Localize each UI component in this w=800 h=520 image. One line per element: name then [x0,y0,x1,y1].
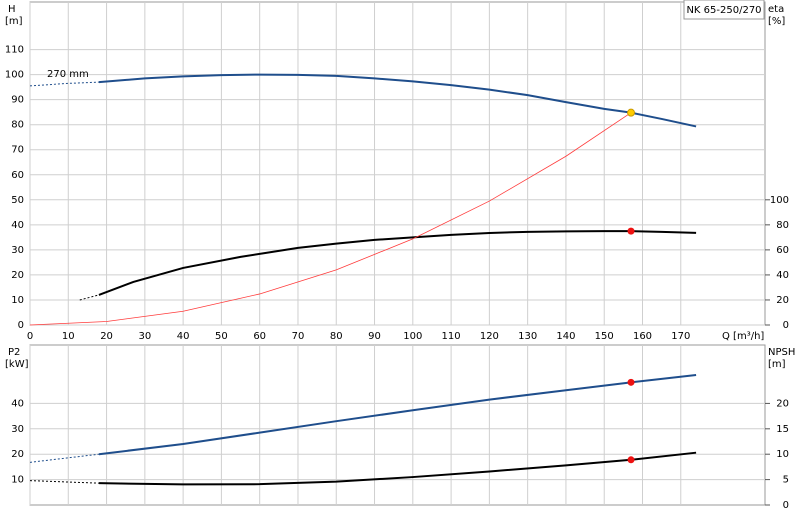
y-tick-label: 40 [11,220,24,231]
y-tick-label: 10 [11,475,24,486]
y-tick-label: 30 [11,424,24,435]
x-tick-label: 150 [595,331,614,342]
series-line [79,294,100,301]
y2-axis-label: eta [768,4,784,15]
y-tick-label: 50 [11,195,24,206]
y-tick-label: 20 [11,449,24,460]
y-tick-label: 10 [11,295,24,306]
x-tick-label: 30 [138,331,151,342]
y2-tick-label: 0 [783,320,789,331]
title-box [683,0,765,20]
series-line [29,480,99,484]
y-tick-label: 20 [11,270,24,281]
y-axis-label: H [8,4,16,15]
series-line [29,112,632,326]
x-tick-label: 40 [177,331,190,342]
y-tick-label: 40 [11,398,24,409]
x-tick-label: 90 [368,331,381,342]
y2-tick-label: 10 [776,449,789,460]
y-tick-label: 90 [11,95,24,106]
series-line [98,73,697,128]
y2-axis-unit: [m] [768,359,786,370]
series-line [98,230,697,296]
y-axis-unit: [m] [5,16,23,27]
x-tick-label: 80 [330,331,343,342]
y-tick-label: 0 [18,320,24,331]
x-tick-label: 120 [480,331,499,342]
duty-point [627,378,635,386]
plot-area [29,344,766,506]
y2-tick-label: 0 [783,500,789,511]
y-tick-label: 30 [11,245,24,256]
y-axis-label: P2 [8,347,20,358]
y2-tick-label: 80 [776,220,789,231]
x-axis-label: Q [m³/h] [722,331,764,342]
y-tick-label: 110 [5,45,24,56]
y2-tick-label: 20 [776,295,789,306]
y-tick-label: 80 [11,120,24,131]
x-tick-label: 100 [403,331,422,342]
y2-tick-label: 20 [776,398,789,409]
y-tick-label: 60 [11,170,24,181]
duty-point [627,456,635,464]
y2-axis-label: NPSH [768,347,795,358]
x-tick-label: 70 [292,331,305,342]
y-axis-unit: [kW] [5,359,29,370]
x-tick-label: 140 [556,331,575,342]
y2-tick-label: 40 [776,270,789,281]
y2-axis-unit: [%] [768,16,785,27]
y2-tick-label: 100 [770,195,789,206]
y2-tick-label: 15 [776,424,789,435]
x-tick-label: 130 [518,331,537,342]
y-tick-label: 100 [5,70,24,81]
series-line [29,453,99,463]
x-tick-label: 50 [215,331,228,342]
chart-title: NK 65-250/270 [686,5,761,16]
series-label: 270 mm [47,69,89,80]
duty-point [627,227,635,235]
x-tick-label: 10 [62,331,75,342]
series-line [98,373,697,456]
plot-area [29,1,766,326]
y2-tick-label: 60 [776,245,789,256]
series-line [98,451,697,486]
duty-point [627,108,636,117]
x-tick-label: 160 [633,331,652,342]
series-line [29,81,99,87]
x-tick-label: 20 [100,331,113,342]
x-tick-label: 110 [442,331,461,342]
x-tick-label: 170 [671,331,690,342]
x-tick-label: 60 [253,331,266,342]
y-tick-label: 70 [11,145,24,156]
x-tick-label: 0 [27,331,33,342]
y2-tick-label: 5 [783,475,789,486]
